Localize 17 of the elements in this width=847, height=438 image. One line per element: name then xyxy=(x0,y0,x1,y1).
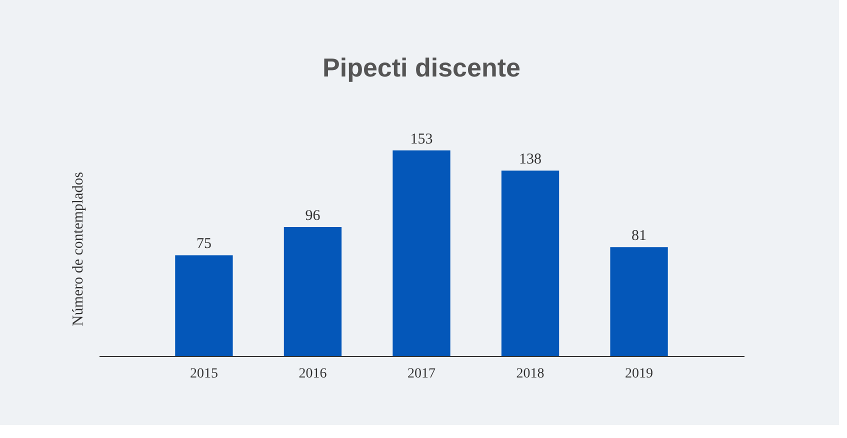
bar xyxy=(501,170,560,356)
data-label: 138 xyxy=(519,152,542,168)
bar xyxy=(284,227,342,356)
x-tick-label: 2019 xyxy=(625,366,654,382)
bar xyxy=(175,255,233,356)
y-axis-title: Número de contemplados xyxy=(70,172,86,326)
data-label: 96 xyxy=(305,208,321,224)
data-label: 81 xyxy=(632,228,647,244)
x-tick-label: 2015 xyxy=(190,366,218,382)
bar xyxy=(392,150,450,356)
data-label: 75 xyxy=(196,236,212,252)
x-tick-label: 2017 xyxy=(408,366,436,382)
bar xyxy=(610,247,668,356)
chart-title: Pipecti discente xyxy=(322,52,520,82)
x-tick-label: 2016 xyxy=(298,366,327,382)
data-label: 153 xyxy=(410,131,433,148)
x-tick-label: 2018 xyxy=(516,366,544,382)
